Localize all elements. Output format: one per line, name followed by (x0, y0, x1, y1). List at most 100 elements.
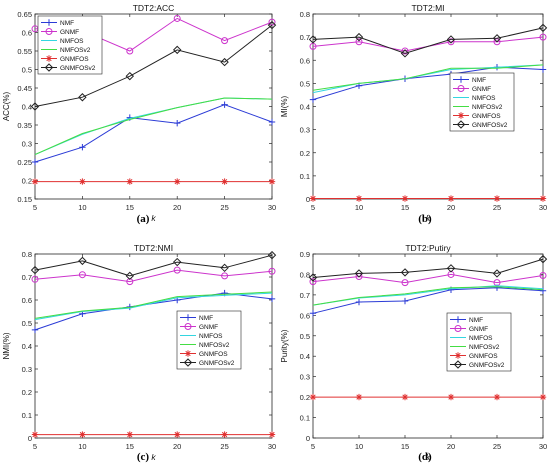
x-tick-label: 5 (33, 442, 37, 451)
legend-marker (45, 28, 53, 35)
y-tick-label: 0.1 (300, 172, 310, 181)
y-axis-label: ACC(%) (2, 92, 11, 122)
data-point-gnmfos (401, 195, 409, 202)
data-point-gnmf (221, 272, 229, 280)
chart-panel-3: 0 0.1 0.2 0.3 0.4 0.5 0.6 0.7 0.8 0.9 5 10 15 20 25 30 T… (280, 243, 548, 462)
legend-marker (457, 76, 465, 83)
x-tick-label: 25 (493, 203, 501, 212)
series-line-nmfosv2 (312, 64, 544, 91)
x-tick-label: 20 (173, 203, 181, 212)
chart-title: TDT2:ACC (133, 3, 175, 13)
data-point-gnmfosv2 (400, 49, 410, 58)
y-axis-label: NMI(%) (2, 332, 11, 359)
legend-label: GNMFOS (469, 353, 498, 360)
x-tick-label: 20 (447, 203, 455, 212)
data-point-gnmfosv2 (267, 250, 277, 260)
x-axis-label: k (151, 213, 156, 223)
data-point-gnmfosv2 (125, 71, 135, 81)
series-line-nmfosv2 (34, 291, 273, 319)
data-point-gnmfosv2 (220, 263, 229, 273)
y-tick-label: 0.8 (300, 10, 310, 19)
y-tick-label: 0 (306, 195, 310, 204)
y-tick-label: 0.9 (300, 250, 310, 259)
data-point-gnmfosv2 (308, 35, 318, 44)
y-tick-label: 0 (306, 434, 310, 443)
y-tick-label: 0.6 (22, 29, 32, 38)
y-tick-label: 0.4 (300, 352, 310, 361)
series-line-nmf (312, 287, 544, 314)
data-point-gnmfosv2 (30, 265, 40, 275)
data-point-gnmfos (309, 393, 317, 401)
legend-label: NMFOS (199, 333, 223, 340)
x-tick-label: 20 (447, 442, 455, 451)
data-point-gnmfos (355, 393, 363, 401)
chart-title: TDT2:Putiry (405, 243, 451, 253)
chart-panel-1: 0 0.1 0.2 0.3 0.4 0.5 0.6 0.7 0.8 5 10 15 20 25 30 TDT2… (280, 3, 548, 223)
data-point-gnmfos (79, 431, 86, 438)
y-axis-label: MI(%) (280, 96, 289, 118)
y-tick-label: 0.45 (17, 84, 32, 93)
y-tick-label: 0.5 (22, 66, 32, 75)
y-tick-label: 0.55 (17, 47, 32, 56)
legend-label: NMF (469, 317, 483, 324)
data-point-gnmfos (539, 195, 547, 202)
y-tick-label: 0.5 (300, 79, 310, 88)
caption-d: (d) (418, 451, 432, 463)
data-point-gnmfosv2 (446, 264, 456, 273)
x-tick-label: 10 (78, 203, 86, 212)
data-point-gnmfos (221, 178, 228, 185)
x-tick-label: 15 (126, 203, 134, 212)
x-tick-label: 30 (539, 203, 547, 212)
data-point-gnmfosv2 (492, 34, 502, 43)
legend-marker (456, 120, 466, 129)
data-point-gnmfos (447, 195, 455, 202)
x-tick-label: 30 (539, 442, 547, 451)
y-tick-label: 0.5 (300, 332, 310, 341)
y-tick-label: 0.7 (22, 273, 32, 282)
data-point-gnmfosv2 (78, 256, 87, 266)
x-tick-label: 20 (173, 442, 181, 451)
chart-title: TDT2:NMI (134, 243, 173, 253)
legend-label: GNMFOSv2 (199, 360, 235, 367)
data-point-gnmfosv2 (492, 269, 502, 278)
y-tick-label: 0.5 (22, 319, 32, 328)
data-point-nmf (268, 295, 276, 303)
data-point-nmf (401, 297, 409, 305)
data-point-nmf (539, 66, 547, 73)
data-point-gnmfos (268, 178, 276, 185)
x-tick-label: 15 (401, 203, 409, 212)
data-point-gnmf (126, 47, 134, 55)
legend-label: GNMF (60, 29, 79, 36)
data-point-gnmfos (31, 431, 39, 438)
legend-marker (454, 325, 462, 332)
series-line-gnmf (312, 273, 544, 284)
series-line-nmfosv2 (34, 97, 273, 156)
y-tick-label: 0.8 (22, 250, 32, 259)
x-axis-label: k (426, 213, 431, 223)
legend-label: NMFOSv2 (60, 47, 91, 54)
data-point-gnmfosv2 (30, 102, 40, 111)
x-tick-label: 25 (493, 442, 501, 451)
legend-label: GNMF (199, 324, 218, 331)
data-point-gnmfos (493, 195, 501, 202)
data-point-nmf (31, 158, 39, 166)
y-tick-label: 0.3 (300, 373, 310, 382)
data-point-gnmf (355, 38, 363, 46)
x-tick-label: 10 (355, 203, 363, 212)
x-axis-label: k (151, 452, 156, 462)
data-point-gnmfos (126, 178, 133, 185)
legend-label: GNMFOSv2 (469, 362, 505, 369)
x-tick-label: 10 (355, 442, 363, 451)
data-point-gnmfos (268, 431, 276, 438)
y-tick-label: 0.7 (300, 33, 310, 42)
legend-marker (457, 112, 465, 119)
legend-marker (44, 63, 54, 72)
legend-marker (453, 360, 463, 369)
data-point-gnmfos (539, 393, 547, 401)
legend-label: NMFOSv2 (472, 104, 503, 111)
data-point-gnmfosv2 (538, 254, 548, 264)
data-point-gnmfosv2 (446, 35, 456, 44)
data-point-gnmf (539, 271, 547, 279)
y-tick-label: 0.35 (17, 121, 32, 130)
